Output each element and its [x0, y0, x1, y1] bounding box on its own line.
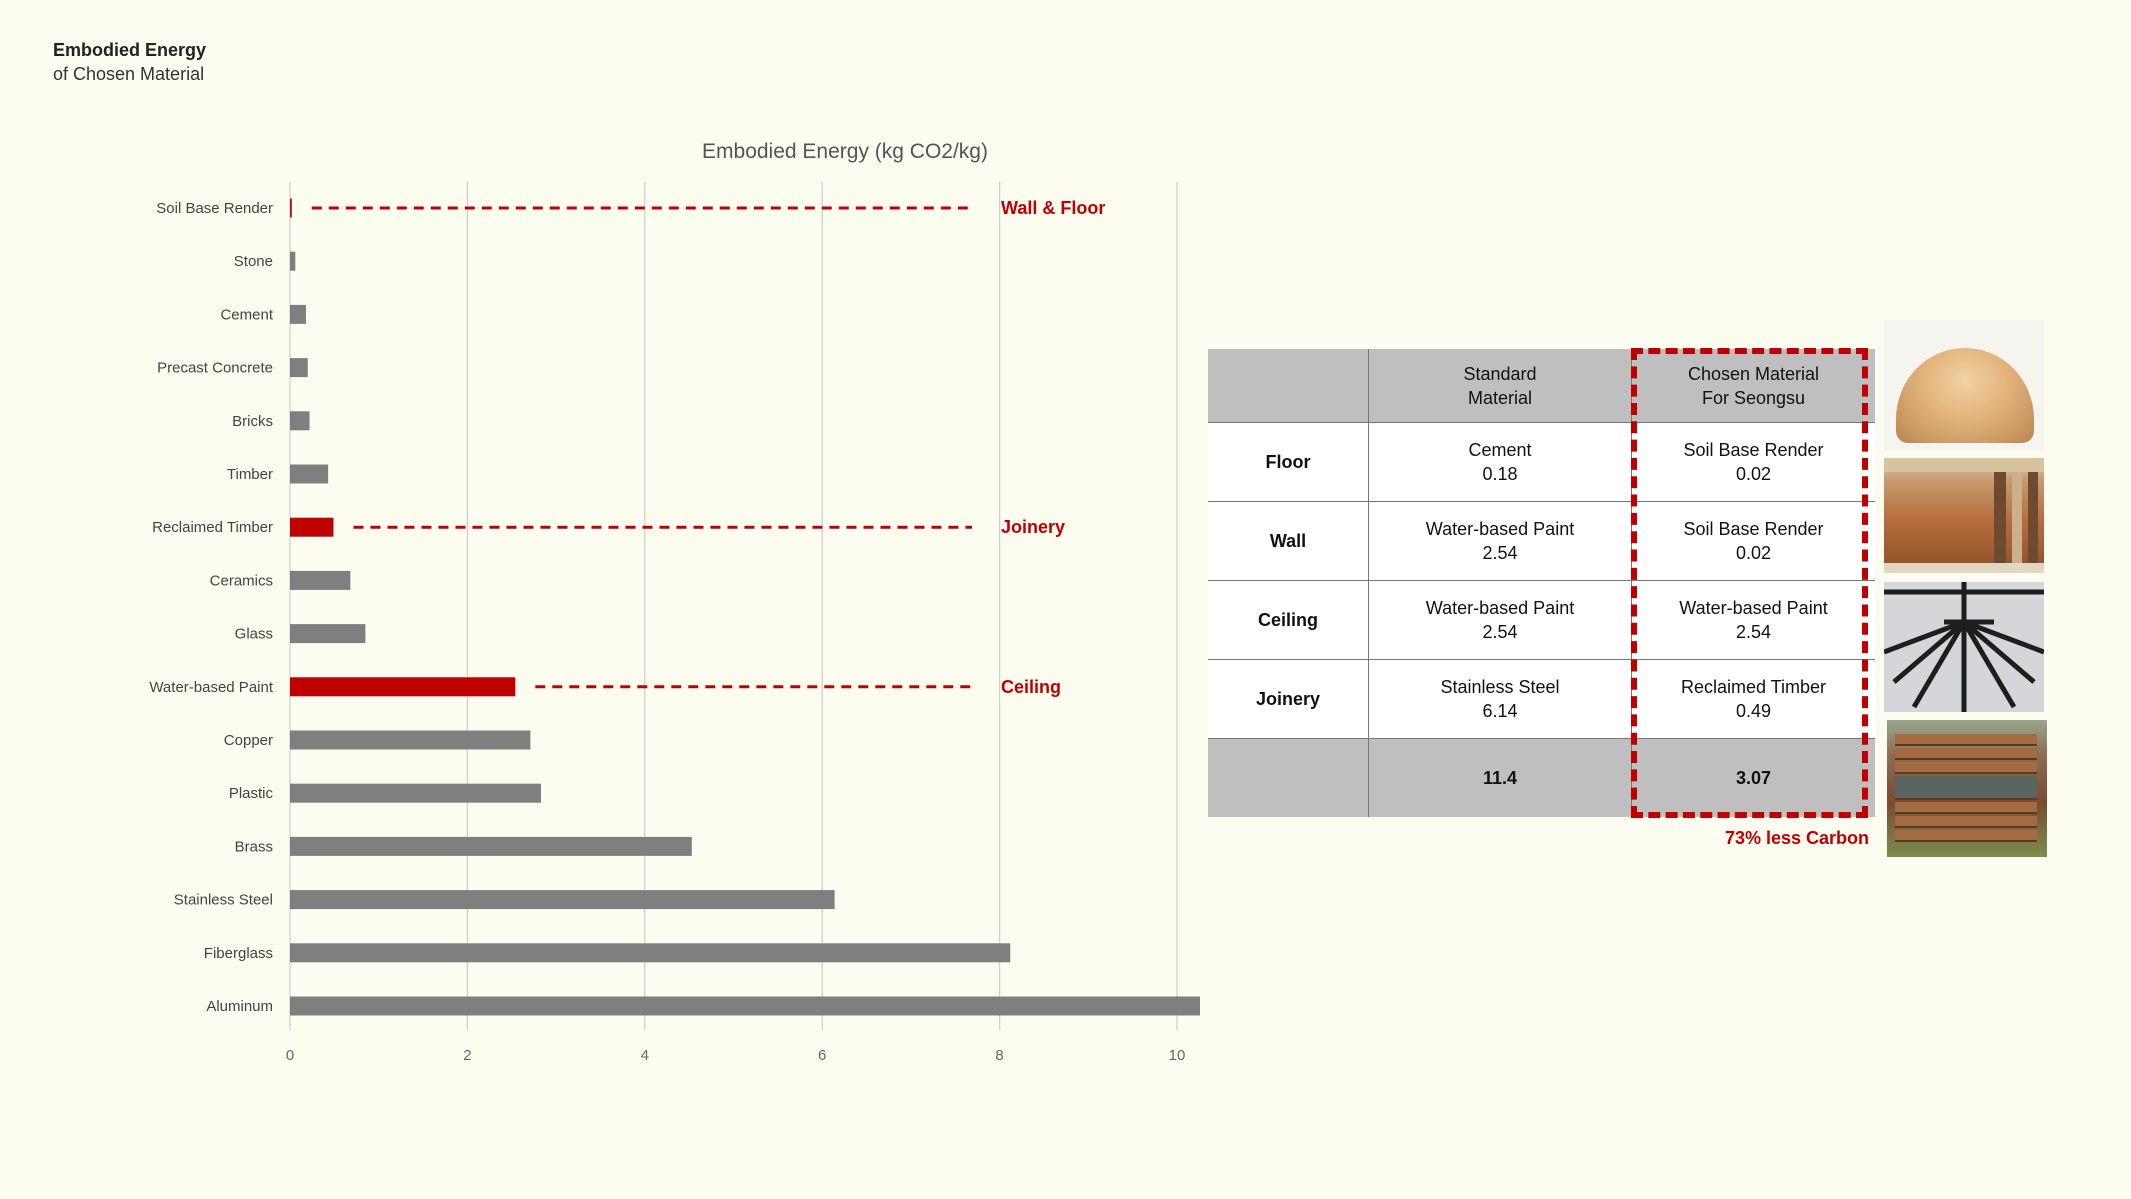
- bar-cement: [290, 304, 306, 324]
- standard-cell: Stainless Steel 6.14: [1368, 659, 1632, 739]
- bar-plastic: [290, 783, 542, 803]
- category-label: Copper: [224, 732, 273, 749]
- standard-cell: Water-based Paint 2.54: [1368, 501, 1632, 581]
- chosen-cell: Water-based Paint 2.54: [1631, 580, 1875, 660]
- x-tick-label: 6: [818, 1047, 826, 1064]
- category-label: Water-based Paint: [149, 679, 274, 696]
- page-subtitle: of Chosen Material: [53, 64, 205, 84]
- x-tick-label: 2: [463, 1047, 471, 1064]
- category-label: Soil Base Render: [156, 200, 273, 217]
- category-label: Plastic: [229, 785, 274, 802]
- category-label: Ceramics: [210, 572, 273, 589]
- chart-title: Embodied Energy (kg CO2/kg): [702, 140, 988, 163]
- soil-render-sample-photo: [1884, 320, 2044, 450]
- standard-cell: Cement 0.18: [1368, 422, 1632, 502]
- row-label: Floor: [1208, 422, 1369, 502]
- bar-timber: [290, 464, 329, 484]
- annotation-label: Joinery: [1001, 517, 1065, 537]
- chosen-cell: Soil Base Render 0.02: [1631, 501, 1875, 581]
- category-label: Fiberglass: [204, 945, 273, 962]
- chosen-material-highlight-frame: [1631, 348, 1868, 818]
- table-header-row: Standard Material Chosen Material For Seong…: [1208, 349, 1875, 423]
- chosen-cell: Reclaimed Timber 0.49: [1631, 659, 1875, 739]
- embodied-energy-chart: Embodied Energy (kg CO2/kg) 02468101214S…: [149, 140, 1200, 1064]
- x-tick-label: 8: [995, 1047, 1003, 1064]
- bar-stone: [290, 251, 296, 271]
- category-label: Brass: [235, 838, 273, 855]
- category-label: Reclaimed Timber: [152, 519, 273, 536]
- category-label: Glass: [235, 626, 273, 643]
- bar-reclaimed-timber: [290, 517, 334, 537]
- chosen-cell: Soil Base Render 0.02: [1631, 422, 1875, 502]
- category-label: Stainless Steel: [174, 892, 273, 909]
- table-header-empty: [1208, 349, 1369, 423]
- bar-brass: [290, 836, 692, 856]
- painted-ceiling-photo: [1884, 582, 2044, 712]
- total-standard: 11.4: [1368, 738, 1632, 817]
- row-label: Ceiling: [1208, 580, 1369, 660]
- table-header-chosen: Chosen Material For Seongsu: [1631, 349, 1875, 423]
- bar-water-based-paint: [290, 677, 516, 697]
- timber-stack-photo: [1887, 720, 2047, 857]
- page-header: Embodied Energy of Chosen Material: [53, 38, 206, 86]
- table-total-row: 11.4 3.07: [1208, 738, 1875, 817]
- x-tick-label: 4: [641, 1047, 649, 1064]
- total-label: [1208, 738, 1369, 817]
- table-row: Ceiling Water-based Paint 2.54 Water-based …: [1208, 580, 1875, 660]
- x-tick-label: 0: [286, 1047, 294, 1064]
- category-label: Stone: [234, 253, 273, 270]
- table-row: Joinery Stainless Steel 6.14 Reclaimed Timb…: [1208, 659, 1875, 739]
- standard-cell: Water-based Paint 2.54: [1368, 580, 1632, 660]
- annotation-label: Wall & Floor: [1001, 198, 1105, 218]
- annotation-label: Ceiling: [1001, 677, 1061, 697]
- row-label: Joinery: [1208, 659, 1369, 739]
- table-header-standard: Standard Material: [1368, 349, 1632, 423]
- bar-bricks: [290, 411, 310, 431]
- bar-ceramics: [290, 570, 351, 590]
- table-row: Floor Cement 0.18 Soil Base Render 0.02: [1208, 422, 1875, 502]
- material-comparison-table: Standard Material Chosen Material For Seong…: [1208, 349, 1875, 817]
- bar-soil-base-render: [290, 198, 292, 218]
- category-label: Cement: [220, 306, 273, 323]
- category-label: Bricks: [232, 413, 273, 430]
- bar-glass: [290, 624, 366, 644]
- bar-aluminum: [290, 996, 1200, 1016]
- bar-fiberglass: [290, 943, 1011, 963]
- total-chosen: 3.07: [1631, 738, 1875, 817]
- table-row: Wall Water-based Paint 2.54 Soil Base Rende…: [1208, 501, 1875, 581]
- category-label: Aluminum: [206, 998, 273, 1015]
- bar-precast-concrete: [290, 358, 308, 378]
- carbon-reduction-note: 73% less Carbon: [1724, 828, 1869, 848]
- bar-copper: [290, 730, 531, 750]
- x-tick-label: 10: [1169, 1047, 1186, 1064]
- category-label: Precast Concrete: [157, 360, 273, 377]
- row-label: Wall: [1208, 501, 1369, 581]
- category-label: Timber: [227, 466, 273, 483]
- page-title: Embodied Energy: [53, 40, 207, 60]
- bar-stainless-steel: [290, 890, 835, 910]
- reclaimed-timber-photo: [1884, 458, 2044, 573]
